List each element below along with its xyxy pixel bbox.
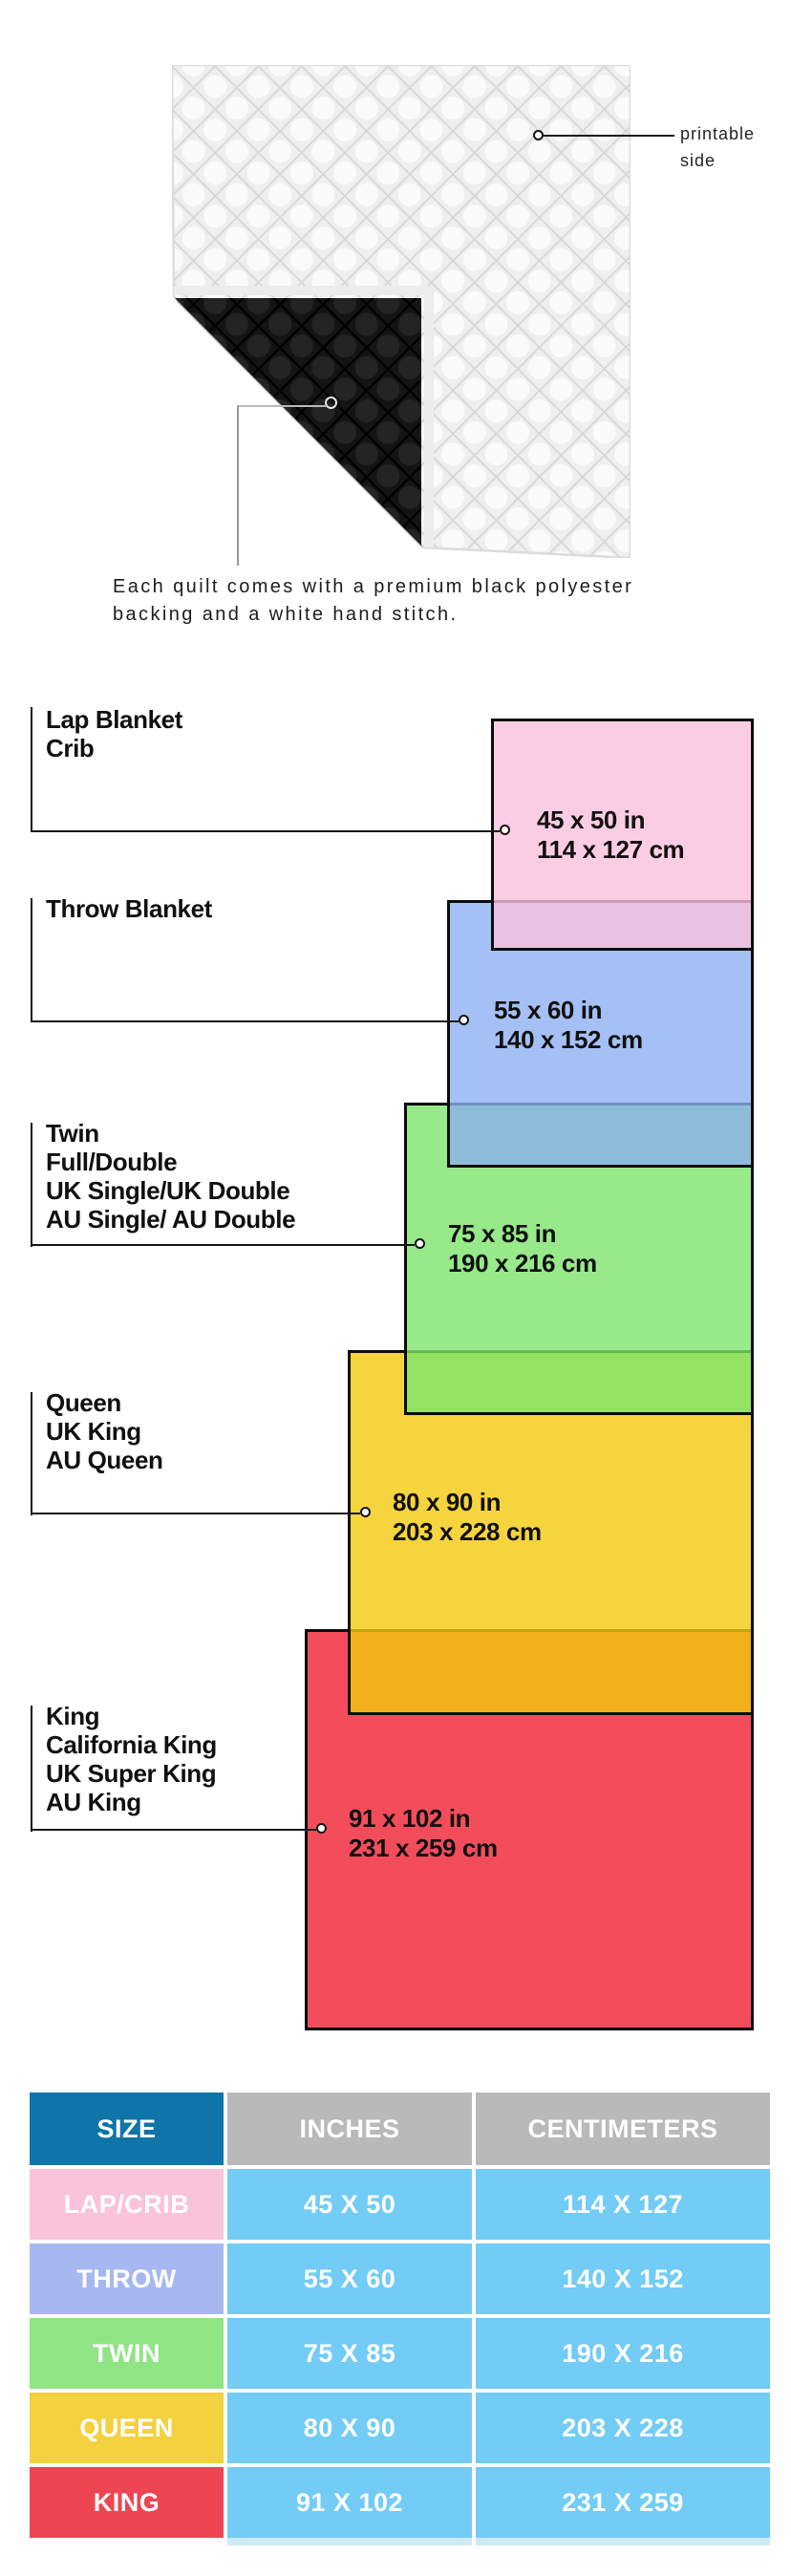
size-label-line: Queen [46, 1388, 121, 1417]
dimensions-cm: 203 x 228 cm [393, 1517, 542, 1546]
dimensions-lap: 45 x 50 in 114 x 127 cm [537, 805, 685, 865]
size-label-line: Crib [46, 734, 95, 762]
backing-caption-line2: backing and a white hand stitch. [113, 604, 459, 625]
size-label-line: UK King [46, 1417, 141, 1446]
table-header-centimeters: CENTIMETERS [476, 2093, 770, 2165]
size-label-line: Throw Blanket [46, 894, 212, 923]
printable-side-label-line1: printable [680, 124, 756, 143]
leader-line-h-king [31, 1829, 316, 1831]
dimensions-king: 91 x 102 in 231 x 259 cm [349, 1804, 498, 1863]
leader-line-h-twin [31, 1244, 415, 1246]
size-label-line: UK Single/UK Double [46, 1176, 290, 1205]
leader-line-v-twin [31, 1123, 32, 1247]
size-table: SIZE INCHES CENTIMETERS LAP/CRIB 45 X 50… [30, 2093, 770, 2538]
table-header-size: SIZE [30, 2093, 224, 2165]
table-row-lap-size: LAP/CRIB [30, 2169, 224, 2240]
marker-dot-throw [459, 1015, 469, 1025]
dimensions-cm: 140 x 152 cm [494, 1025, 643, 1054]
size-label-line: King [46, 1702, 100, 1730]
backing-leader-line-v [237, 405, 239, 566]
backing-caption: Each quilt comes with a premium black po… [113, 573, 633, 629]
table-shadow [227, 2538, 472, 2545]
size-rect-lap [491, 719, 754, 951]
leader-line-v-king [31, 1706, 32, 1832]
size-label-king: King California King UK Super King AU Ki… [46, 1702, 217, 1816]
dimensions-cm: 114 x 127 cm [537, 835, 685, 864]
dimensions-inches: 91 x 102 in [349, 1804, 471, 1833]
size-label-line: Full/Double [46, 1148, 178, 1176]
printable-side-leader-line [544, 135, 674, 137]
table-row-throw-size: THROW [30, 2243, 224, 2314]
table-row-lap-inches: 45 X 50 [227, 2169, 472, 2240]
dimensions-cm: 231 x 259 cm [349, 1834, 498, 1862]
quilt-backing [175, 298, 421, 546]
size-label-line: AU Queen [46, 1446, 163, 1474]
printable-side-label-line2: side [680, 151, 716, 170]
size-label-twin: Twin Full/Double UK Single/UK Double AU … [46, 1119, 296, 1234]
table-row-queen-inches: 80 X 90 [227, 2393, 472, 2463]
leader-line-v-lap [31, 707, 32, 832]
size-label-queen: Queen UK King AU Queen [46, 1388, 163, 1474]
leader-line-h-queen [31, 1513, 360, 1514]
table-row-queen-size: QUEEN [30, 2393, 224, 2463]
backing-leader-line-h [239, 405, 327, 407]
table-row-throw-inches: 55 X 60 [227, 2243, 472, 2314]
dimensions-inches: 55 x 60 in [494, 996, 603, 1024]
size-label-throw: Throw Blanket [46, 894, 212, 923]
printable-side-marker-dot [533, 130, 544, 140]
dimensions-throw: 55 x 60 in 140 x 152 cm [494, 996, 643, 1055]
backing-caption-line1: Each quilt comes with a premium black po… [113, 576, 634, 597]
table-row-king-inches: 91 X 102 [227, 2467, 472, 2538]
table-row-twin-inches: 75 X 85 [227, 2318, 472, 2389]
table-row-lap-cm: 114 X 127 [476, 2169, 770, 2240]
table-row-twin-size: TWIN [30, 2318, 224, 2389]
marker-dot-twin [415, 1238, 425, 1249]
leader-line-h-throw [31, 1020, 459, 1022]
printable-side-label: printable side [680, 120, 755, 174]
dimensions-twin: 75 x 85 in 190 x 216 cm [448, 1219, 597, 1278]
table-row-king-size: KING [30, 2467, 224, 2538]
marker-dot-lap [500, 825, 510, 835]
table-shadow [476, 2538, 770, 2545]
marker-dot-king [316, 1823, 327, 1834]
table-header-inches: INCHES [227, 2093, 472, 2165]
dimensions-inches: 75 x 85 in [448, 1219, 557, 1248]
table-row-throw-cm: 140 X 152 [476, 2243, 770, 2314]
size-label-line: Twin [46, 1119, 99, 1148]
dimensions-queen: 80 x 90 in 203 x 228 cm [393, 1488, 542, 1547]
table-row-king-cm: 231 X 259 [476, 2467, 770, 2538]
leader-line-v-queen [31, 1392, 32, 1515]
dimensions-inches: 80 x 90 in [393, 1488, 502, 1516]
size-label-line: UK Super King [46, 1759, 217, 1788]
dimensions-cm: 190 x 216 cm [448, 1249, 597, 1277]
table-row-queen-cm: 203 X 228 [476, 2393, 770, 2463]
size-label-line: California King [46, 1730, 217, 1759]
backing-marker-dot [325, 397, 337, 409]
dimensions-inches: 45 x 50 in [537, 805, 646, 834]
size-label-line: AU King [46, 1788, 141, 1816]
size-label-line: AU Single/ AU Double [46, 1205, 296, 1234]
marker-dot-queen [360, 1507, 371, 1517]
leader-line-v-throw [31, 898, 32, 1021]
quilt-image [172, 65, 631, 558]
leader-line-h-lap [31, 830, 500, 832]
table-row-twin-cm: 190 X 216 [476, 2318, 770, 2389]
size-label-lap: Lap Blanket Crib [46, 705, 182, 762]
size-label-line: Lap Blanket [46, 705, 182, 734]
